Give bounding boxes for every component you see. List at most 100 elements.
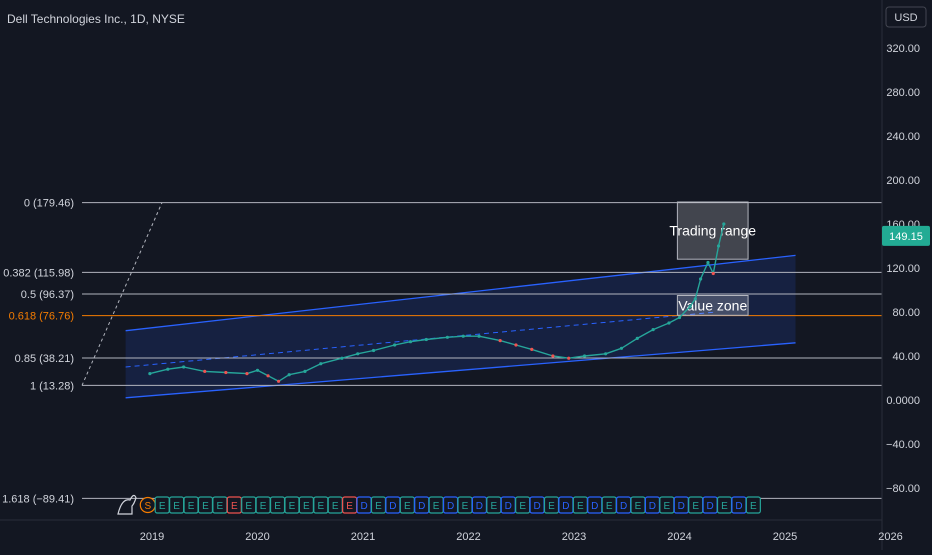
- earnings-icon-letter: E: [548, 501, 555, 512]
- price-point: [530, 347, 534, 351]
- price-point: [224, 370, 228, 375]
- earnings-icon-letter: E: [245, 501, 252, 512]
- price-point: [148, 372, 152, 376]
- y-tick-label: 80.00: [892, 307, 920, 319]
- price-point: [651, 328, 655, 332]
- earnings-icon-letter: E: [577, 501, 584, 512]
- price-point: [303, 369, 307, 373]
- price-point: [424, 337, 428, 342]
- fib-level-label: 0.618 (76.76): [9, 311, 74, 323]
- price-point: [699, 277, 703, 281]
- earnings-icon-letter: E: [260, 501, 267, 512]
- price-point: [582, 354, 587, 358]
- annotation-box[interactable]: [676, 201, 749, 260]
- earnings-icon[interactable]: [745, 496, 761, 514]
- y-tick-label: 120.00: [886, 263, 920, 275]
- earnings-icon-letter: E: [274, 501, 281, 512]
- price-series-layer: [148, 222, 726, 383]
- price-point: [477, 334, 481, 338]
- x-tick-label: 2020: [245, 531, 269, 543]
- fib-level-label: 0.85 (38.21): [15, 353, 74, 365]
- price-point: [166, 367, 170, 371]
- earnings-icon-letter: E: [490, 501, 497, 512]
- y-tick-label: 320.00: [886, 43, 920, 55]
- price-point: [688, 304, 692, 309]
- y-tick-label: −40.00: [886, 439, 920, 451]
- earnings-icon-letter: E: [750, 501, 757, 512]
- earnings-icon-letter: E: [217, 501, 224, 512]
- dividend-icon-letter: D: [418, 501, 425, 512]
- price-point: [371, 348, 376, 353]
- price-point: [461, 334, 465, 338]
- y-tick-label: −80.00: [886, 483, 920, 495]
- earnings-icon-letter: E: [692, 501, 699, 512]
- channel-lower-line[interactable]: [125, 342, 796, 399]
- currency-button[interactable]: [885, 6, 927, 28]
- x-tick-label: 2021: [351, 531, 375, 543]
- price-point: [567, 356, 571, 360]
- time-axis[interactable]: 2019 2020 2021 2022 2023 2024 2025 2026: [0, 519, 903, 543]
- price-point: [551, 354, 555, 358]
- price-point: [277, 379, 281, 383]
- annotations-layer: Trading range Value zone: [669, 201, 756, 316]
- dividend-icon-letter: D: [649, 501, 656, 512]
- earnings-icon-letter: E: [317, 501, 324, 512]
- y-tick-label: 280.00: [886, 87, 920, 99]
- y-tick-label: 240.00: [886, 131, 920, 143]
- earnings-icon-letter: E: [375, 501, 382, 512]
- price-point: [182, 365, 186, 369]
- annotation-box[interactable]: [676, 295, 749, 316]
- fib-level-label: 0.5 (96.37): [21, 289, 74, 301]
- price-point: [667, 321, 671, 325]
- dino-icon: [117, 494, 137, 515]
- price-point: [604, 352, 608, 356]
- price-point: [255, 368, 260, 372]
- price-point: [498, 339, 502, 343]
- y-tick-label: 0.0000: [886, 395, 920, 407]
- price-point: [693, 297, 697, 301]
- dividend-icon-letter: D: [476, 501, 483, 512]
- currency-label[interactable]: USD: [894, 12, 917, 24]
- dividend-icon-letter: D: [591, 501, 598, 512]
- fib-level-label: 1.618 (−89.41): [2, 493, 74, 505]
- earnings-icon-letter: E: [173, 501, 180, 512]
- x-tick-label: 2019: [140, 531, 164, 543]
- earnings-icon-letter: E: [404, 501, 411, 512]
- x-tick-label: 2026: [878, 531, 902, 543]
- price-point: [445, 335, 449, 339]
- price-line: [149, 223, 725, 382]
- y-tick-label: 40.00: [892, 351, 920, 363]
- annotation-label: Value zone: [678, 297, 747, 313]
- earnings-icon-letter: E: [188, 501, 195, 512]
- x-tick-label: 2022: [456, 531, 480, 543]
- earnings-icon-letter: E: [289, 501, 296, 512]
- price-point: [706, 260, 710, 265]
- regression-channel[interactable]: [125, 254, 796, 399]
- x-tick-label: 2024: [667, 531, 691, 543]
- price-point: [722, 222, 726, 226]
- earnings-icon-letter: E: [303, 501, 310, 512]
- x-tick-label: 2023: [562, 531, 586, 543]
- y-tick-label: 200.00: [886, 175, 920, 187]
- price-point: [266, 374, 270, 378]
- dividend-icon-letter: D: [505, 501, 512, 512]
- earnings-icon-letter: E: [202, 501, 209, 512]
- price-axis-background: [882, 0, 932, 550]
- fib-level-label: 0 (179.46): [24, 198, 74, 210]
- price-point: [677, 315, 682, 320]
- price-axis[interactable]: USD320.00280.00240.00200.00160.00120.008…: [881, 0, 932, 550]
- price-point: [711, 271, 715, 276]
- earnings-icon-letter: E: [519, 501, 526, 512]
- channel-upper-line[interactable]: [125, 254, 796, 332]
- fib-level-label: 0.382 (115.98): [3, 267, 74, 279]
- symbol-title: Dell Technologies Inc., 1D, NYSE: [7, 12, 185, 26]
- earnings-icon-letter: E: [159, 501, 166, 512]
- earnings-icon-letter: E: [606, 501, 613, 512]
- price-point: [716, 244, 721, 248]
- dividend-icon-letter: D: [735, 501, 742, 512]
- earnings-icon-letter: E: [635, 501, 642, 512]
- earnings-icon-letter: E: [231, 501, 238, 512]
